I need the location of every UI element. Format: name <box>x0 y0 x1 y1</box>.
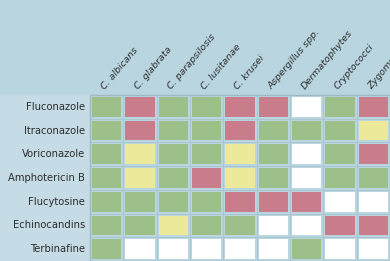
Bar <box>92 192 121 212</box>
Bar <box>192 216 222 235</box>
Bar <box>292 239 321 259</box>
Text: Cryptococci: Cryptococci <box>333 42 376 91</box>
Bar <box>92 144 121 164</box>
Text: Flucytosine: Flucytosine <box>28 197 85 207</box>
Bar <box>192 144 222 164</box>
Bar <box>325 216 355 235</box>
Bar <box>159 192 188 212</box>
Bar <box>125 216 155 235</box>
Bar <box>90 95 390 261</box>
Text: Itraconazole: Itraconazole <box>24 126 85 135</box>
Bar <box>325 144 355 164</box>
Bar <box>92 239 121 259</box>
Bar <box>192 192 222 212</box>
Bar <box>225 168 255 188</box>
Bar <box>259 121 288 140</box>
Bar <box>92 121 121 140</box>
Text: C. albicans: C. albicans <box>100 45 140 91</box>
Bar <box>292 97 321 117</box>
Bar <box>225 121 255 140</box>
Bar <box>0 95 90 261</box>
Bar <box>259 239 288 259</box>
Bar <box>192 239 222 259</box>
Bar <box>192 97 222 117</box>
Bar <box>292 121 321 140</box>
Text: Dermatophytes: Dermatophytes <box>300 28 354 91</box>
Bar <box>359 239 388 259</box>
Bar <box>125 192 155 212</box>
Bar <box>325 121 355 140</box>
Bar <box>225 216 255 235</box>
Bar <box>359 97 388 117</box>
Bar <box>92 216 121 235</box>
Bar <box>325 192 355 212</box>
Text: Amphotericin B: Amphotericin B <box>8 173 85 183</box>
Bar <box>92 97 121 117</box>
Bar <box>292 192 321 212</box>
Bar <box>259 216 288 235</box>
Text: C. glabrata: C. glabrata <box>133 45 174 91</box>
Bar <box>359 121 388 140</box>
Bar <box>125 144 155 164</box>
Text: Fluconazole: Fluconazole <box>26 102 85 112</box>
Text: Zygomycetes: Zygomycetes <box>367 36 390 91</box>
Bar <box>125 121 155 140</box>
Bar <box>292 216 321 235</box>
Bar <box>359 216 388 235</box>
Bar <box>325 97 355 117</box>
Bar <box>292 168 321 188</box>
Text: Terbinafine: Terbinafine <box>30 244 85 254</box>
Bar <box>159 121 188 140</box>
Bar <box>125 168 155 188</box>
Bar <box>225 239 255 259</box>
Bar <box>225 97 255 117</box>
Text: C. parapsilosis: C. parapsilosis <box>167 32 218 91</box>
Text: Voriconazole: Voriconazole <box>22 149 85 159</box>
Bar <box>125 239 155 259</box>
Text: Echinocandins: Echinocandins <box>13 221 85 230</box>
Bar <box>192 121 222 140</box>
Bar <box>159 97 188 117</box>
Bar <box>159 216 188 235</box>
Bar <box>225 144 255 164</box>
Bar <box>159 168 188 188</box>
Bar <box>359 144 388 164</box>
Bar <box>92 168 121 188</box>
Text: Aspergillus spp.: Aspergillus spp. <box>266 28 322 91</box>
Bar <box>159 144 188 164</box>
Bar <box>359 168 388 188</box>
Bar <box>192 168 222 188</box>
Bar <box>259 168 288 188</box>
Bar <box>325 239 355 259</box>
Bar <box>325 168 355 188</box>
Bar <box>292 144 321 164</box>
Bar <box>225 192 255 212</box>
Bar <box>159 239 188 259</box>
Bar <box>125 97 155 117</box>
Text: C. krusei: C. krusei <box>233 54 267 91</box>
Bar <box>259 97 288 117</box>
Text: C. lusitanae: C. lusitanae <box>200 42 243 91</box>
Bar <box>259 192 288 212</box>
Bar <box>359 192 388 212</box>
Bar <box>259 144 288 164</box>
